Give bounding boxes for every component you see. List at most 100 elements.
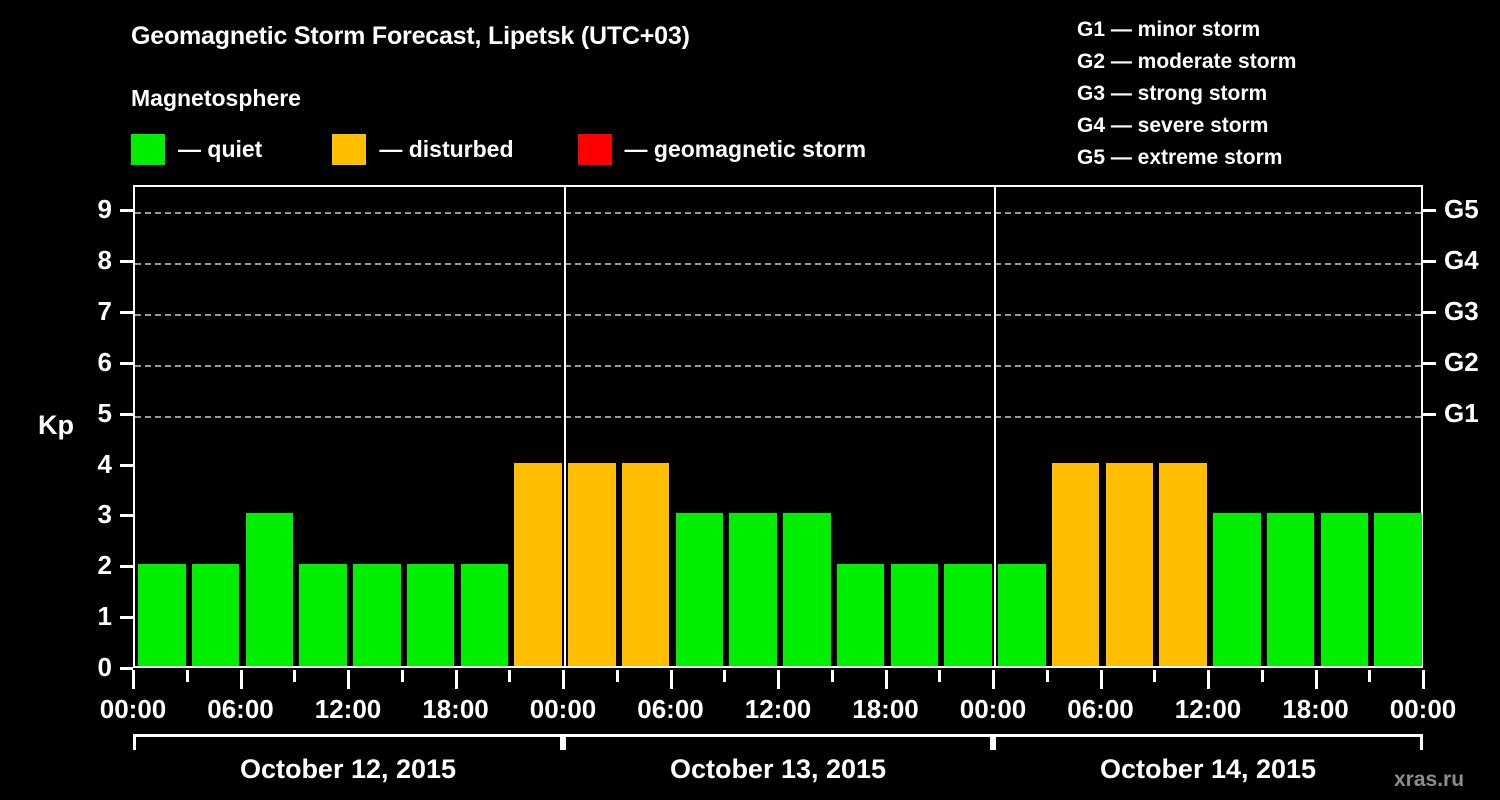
y-tick-label-6: 6 [97, 346, 112, 377]
bar-14 [890, 564, 939, 666]
plot-inner [135, 187, 1422, 666]
x-tick [132, 670, 135, 689]
g-tick-label-G5: G5 [1444, 194, 1479, 225]
x-tick [1314, 670, 1318, 689]
y-tick-label-7: 7 [97, 296, 112, 327]
y-tick-4 [120, 463, 133, 467]
gscale-item-g4: G4 — severe storm [1077, 114, 1269, 137]
bar-9 [621, 462, 670, 666]
gscale-legend: G1 — minor storm G2 — moderate storm G3 … [1077, 14, 1296, 174]
bar-23 [1374, 513, 1422, 666]
x-tick [669, 670, 673, 689]
date-bracket-0 [133, 734, 563, 750]
date-label-1: October 13, 2015 [669, 754, 887, 784]
y-tick-8 [120, 260, 133, 264]
y-tick-2 [120, 565, 133, 569]
x-tick [400, 670, 404, 682]
day-divider [994, 187, 996, 666]
x-tick [454, 670, 458, 689]
gscale-item-g3: G3 — strong storm [1077, 82, 1268, 105]
y-tick-label-8: 8 [97, 245, 112, 276]
x-tick [777, 670, 780, 689]
x-tick [723, 670, 727, 682]
gridline-kp-5 [135, 415, 1421, 418]
x-tick [185, 670, 189, 682]
y-axis-title: Kp [38, 410, 74, 440]
g-tick-G5 [1423, 209, 1436, 213]
bar-5 [406, 564, 455, 666]
y-tick-5 [120, 412, 133, 416]
bar-1 [191, 564, 240, 666]
legend-item-storm: — geomagnetic storm [577, 133, 866, 165]
bar-19 [1159, 462, 1207, 666]
page-title: Geomagnetic Storm Forecast, Lipetsk (UTC… [131, 22, 690, 50]
x-tick [1368, 670, 1372, 682]
x-tick-label-1: 06:00 [207, 694, 274, 724]
x-tick [1260, 670, 1264, 682]
bar-16 [998, 564, 1046, 666]
bar-11 [729, 513, 777, 666]
bar-20 [1213, 513, 1261, 666]
watermark: xras.ru [1394, 768, 1465, 791]
y-tick-label-0: 0 [97, 652, 112, 682]
legend-item-disturbed: — disturbed [332, 133, 514, 165]
x-tick [938, 670, 942, 682]
x-tick-label-0: 00:00 [99, 694, 167, 724]
x-tick-label-3: 18:00 [422, 694, 489, 724]
x-tick [1207, 670, 1210, 689]
x-tick-label-4: 00:00 [529, 694, 597, 724]
y-tick-label-2: 2 [97, 550, 112, 581]
legend-label-disturbed: — disturbed [379, 135, 514, 162]
magnetosphere-legend: — quiet — disturbed — geomagnetic storm [131, 133, 866, 165]
day-divider [564, 187, 566, 666]
bar-22 [1320, 513, 1369, 666]
bar-3 [299, 564, 347, 666]
bar-7 [514, 462, 562, 666]
date-label-2: October 14, 2015 [1099, 754, 1317, 784]
x-tick-label-12: 00:00 [1389, 694, 1457, 724]
bar-0 [138, 564, 186, 666]
x-tick [1099, 670, 1103, 689]
x-tick-label-6: 12:00 [744, 694, 812, 724]
y-tick-label-4: 4 [97, 448, 112, 479]
bar-15 [944, 564, 992, 666]
x-tick-label-5: 06:00 [637, 694, 704, 724]
x-tick [508, 670, 512, 682]
x-tick [239, 670, 243, 689]
legend-label-quiet: — quiet [178, 135, 263, 162]
x-tick-label-8: 00:00 [959, 694, 1027, 724]
x-tick [884, 670, 888, 689]
bar-10 [675, 513, 724, 666]
y-tick-label-5: 5 [97, 397, 112, 428]
bar-17 [1051, 462, 1100, 666]
bar-13 [836, 564, 885, 666]
y-tick-9 [120, 209, 133, 213]
date-bracket-1 [563, 734, 993, 750]
g-tick-G4 [1423, 260, 1436, 264]
y-tick-1 [120, 616, 133, 620]
y-tick-label-1: 1 [97, 601, 112, 632]
g-tick-label-G1: G1 [1444, 397, 1479, 428]
x-tick [1422, 670, 1425, 689]
gscale-item-g1: G1 — minor storm [1077, 18, 1261, 41]
y-tick-label-9: 9 [97, 194, 112, 225]
bar-4 [353, 564, 401, 666]
gscale-item-g2: G2 — moderate storm [1077, 50, 1297, 73]
gscale-item-g5: G5 — extreme storm [1077, 146, 1283, 169]
x-tick [293, 670, 297, 682]
legend-swatch-disturbed-icon [332, 133, 367, 165]
x-tick-label-7: 18:00 [852, 694, 919, 724]
y-tick-6 [120, 361, 133, 365]
x-tick [830, 670, 834, 682]
gridline-kp-7 [135, 314, 1421, 317]
bar-12 [783, 513, 831, 666]
plot-area [133, 185, 1423, 668]
gridline-kp-8 [135, 263, 1421, 266]
x-tick [1045, 670, 1049, 682]
g-tick-G3 [1423, 311, 1436, 315]
bar-2 [245, 513, 294, 666]
gridline-kp-9 [135, 212, 1421, 215]
x-tick-label-10: 12:00 [1174, 694, 1242, 724]
x-tick [347, 670, 350, 689]
